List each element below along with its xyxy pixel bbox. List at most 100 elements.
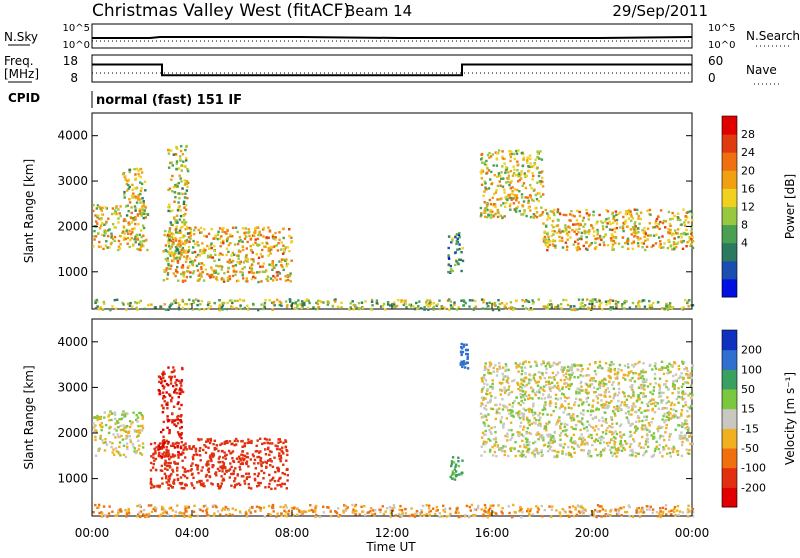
echo-cell xyxy=(111,305,113,307)
echo-cell xyxy=(305,300,307,302)
echo-cell xyxy=(275,264,277,266)
echo-cell xyxy=(654,365,656,367)
echo-cell xyxy=(384,308,386,310)
echo-cell xyxy=(462,364,464,366)
echo-cell xyxy=(624,449,626,451)
echo-cell xyxy=(491,446,493,448)
echo-cell xyxy=(99,227,101,229)
echo-cell xyxy=(571,441,573,443)
echo-cell xyxy=(531,409,533,411)
echo-cell xyxy=(178,512,180,514)
echo-cell xyxy=(586,429,588,431)
echo-cell xyxy=(220,265,222,267)
echo-cell xyxy=(256,227,258,229)
echo-cell xyxy=(596,407,598,409)
echo-cell xyxy=(565,214,567,216)
echo-cell xyxy=(464,366,466,368)
echo-cell xyxy=(179,256,181,258)
echo-cell xyxy=(541,213,543,215)
echo-cell xyxy=(195,453,197,455)
echo-cell xyxy=(286,487,288,489)
echo-cell xyxy=(451,239,453,241)
echo-cell xyxy=(647,385,649,387)
echo-cell xyxy=(511,436,513,438)
echo-cell xyxy=(205,441,207,443)
echo-cell xyxy=(119,235,121,237)
echo-cell xyxy=(259,438,261,440)
echo-cell xyxy=(143,213,145,215)
echo-cell xyxy=(506,433,508,435)
echo-cell xyxy=(257,439,259,441)
echo-cell xyxy=(132,412,134,414)
echo-cell xyxy=(173,254,175,256)
echo-cell xyxy=(498,172,500,174)
echo-cell xyxy=(549,400,551,402)
echo-cell xyxy=(563,382,565,384)
echo-cell xyxy=(267,280,269,282)
echo-cell xyxy=(449,271,451,273)
nsky-tick-bottom: 10^0 xyxy=(63,40,90,51)
echo-cell xyxy=(535,394,537,396)
echo-cell xyxy=(229,275,231,277)
echo-cell xyxy=(211,228,213,230)
echo-cell xyxy=(209,442,211,444)
echo-cell xyxy=(550,210,552,212)
echo-band-0-6 xyxy=(542,208,694,251)
echo-cell xyxy=(654,377,656,379)
echo-cell xyxy=(142,240,144,242)
echo-cell xyxy=(261,249,263,251)
echo-cell xyxy=(683,240,685,242)
echo-cell xyxy=(560,303,562,305)
echo-cell xyxy=(608,381,610,383)
echo-cell xyxy=(270,277,272,279)
echo-cell xyxy=(158,452,160,454)
echo-cell xyxy=(609,223,611,225)
echo-cell xyxy=(138,243,140,245)
echo-cell xyxy=(322,301,324,303)
echo-cell xyxy=(575,428,577,430)
echo-cell xyxy=(264,302,266,304)
echo-cell xyxy=(646,438,648,440)
echo-cell xyxy=(663,439,665,441)
echo-cell xyxy=(610,400,612,402)
echo-cell xyxy=(246,241,248,243)
echo-cell xyxy=(181,266,183,268)
echo-cell xyxy=(532,302,534,304)
echo-cell xyxy=(371,301,373,303)
echo-cell xyxy=(553,410,555,412)
echo-cell xyxy=(674,506,676,508)
echo-cell xyxy=(495,455,497,457)
echo-cell xyxy=(213,245,215,247)
echo-cell xyxy=(583,427,585,429)
echo-cell xyxy=(629,431,631,433)
echo-cell xyxy=(104,441,106,443)
echo-cell xyxy=(527,449,529,451)
echo-cell xyxy=(563,367,565,369)
echo-cell xyxy=(678,424,680,426)
echo-cell xyxy=(659,221,661,223)
echo-cell xyxy=(241,440,243,442)
echo-cell xyxy=(141,236,143,238)
echo-cell xyxy=(171,412,173,414)
colorbar-segment-0-2 xyxy=(722,243,737,262)
echo-cell xyxy=(538,192,540,194)
echo-cell xyxy=(564,407,566,409)
echo-cell xyxy=(620,369,622,371)
echo-cell xyxy=(683,368,685,370)
echo-cell xyxy=(632,403,634,405)
echo-cell xyxy=(285,446,287,448)
echo-cell xyxy=(664,431,666,433)
echo-cell xyxy=(197,438,199,440)
echo-cell xyxy=(454,468,456,470)
echo-cell xyxy=(600,505,602,507)
echo-cell xyxy=(286,506,288,508)
echo-cell xyxy=(165,477,167,479)
echo-cell xyxy=(564,230,566,232)
echo-cell xyxy=(382,305,384,307)
echo-cell xyxy=(483,377,485,379)
echo-cell xyxy=(559,231,561,233)
echo-cell xyxy=(180,150,182,152)
echo-cell xyxy=(173,482,175,484)
echo-cell xyxy=(491,388,493,390)
echo-cell xyxy=(658,448,660,450)
